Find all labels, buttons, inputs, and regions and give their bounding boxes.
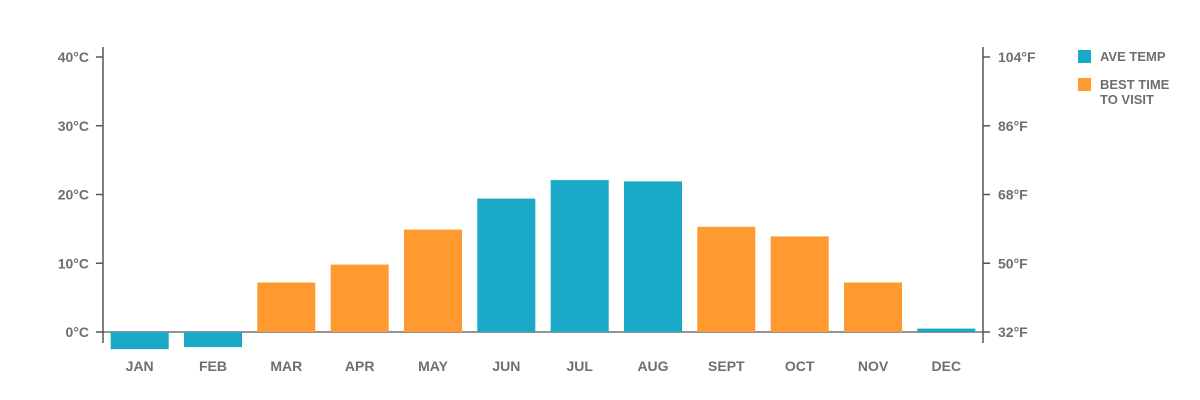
bar-jul [550, 180, 609, 332]
right-tick-label: 50°F [998, 255, 1028, 271]
right-axis-ticks: 32°F 50°F 68°F 86°F 104°F [983, 49, 1036, 340]
left-tick-label: 0°C [66, 324, 90, 340]
legend-label: TO VISIT [1100, 92, 1154, 107]
bar-feb [184, 332, 242, 348]
legend-swatch-best-time [1078, 78, 1091, 91]
right-tick-label: 32°F [998, 324, 1028, 340]
left-tick-label: 30°C [58, 118, 89, 134]
right-tick-label: 86°F [998, 118, 1028, 134]
left-axis-ticks: 0°C 10°C 20°C 30°C 40°C [58, 49, 103, 340]
x-tick-label: MAY [418, 358, 448, 374]
x-tick-label: DEC [932, 358, 962, 374]
x-tick-label: MAR [270, 358, 302, 374]
x-tick-label: JAN [126, 358, 154, 374]
legend-label: BEST TIME [1100, 77, 1170, 92]
bar-nov [844, 282, 902, 332]
bar-oct [770, 236, 829, 332]
bar-mar [257, 282, 316, 332]
x-tick-label: AUG [637, 358, 668, 374]
bar-jan [110, 332, 169, 350]
left-tick-label: 40°C [58, 49, 89, 65]
bar-aug [624, 181, 682, 332]
x-tick-label: OCT [785, 358, 815, 374]
bar-dec [917, 328, 976, 332]
right-tick-label: 104°F [998, 49, 1036, 65]
legend-swatch-ave-temp [1078, 50, 1091, 63]
x-tick-label: JUL [566, 358, 593, 374]
x-tick-label: JUN [492, 358, 520, 374]
legend-label: AVE TEMP [1100, 49, 1166, 64]
x-tick-label: SEPT [708, 358, 745, 374]
bar-may [404, 229, 462, 332]
left-tick-label: 10°C [58, 255, 89, 271]
x-axis-labels: JAN FEB MAR APR MAY JUN JUL AUG SEPT OCT NOV DEC [126, 358, 961, 374]
x-tick-label: FEB [199, 358, 227, 374]
x-tick-label: APR [345, 358, 375, 374]
left-tick-label: 20°C [58, 187, 89, 203]
bar-apr [330, 264, 389, 332]
right-tick-label: 68°F [998, 187, 1028, 203]
x-tick-label: NOV [858, 358, 889, 374]
bar-sept [697, 226, 756, 332]
bar-jun [477, 198, 536, 332]
bars [110, 180, 976, 350]
